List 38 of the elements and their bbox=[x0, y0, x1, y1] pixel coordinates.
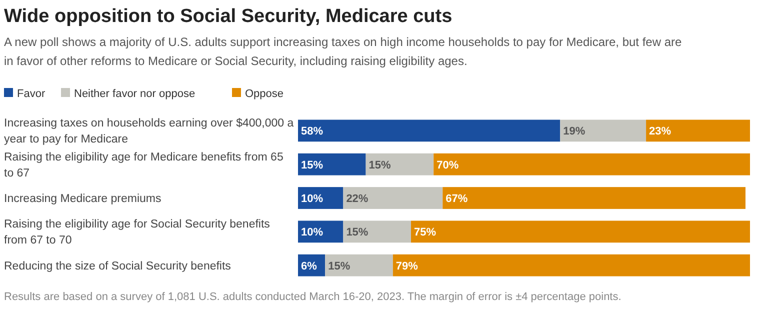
bar bbox=[411, 220, 750, 243]
data-label: 10% bbox=[301, 193, 324, 205]
legend-label: Neither favor nor oppose bbox=[74, 88, 196, 100]
data-label: 19% bbox=[563, 126, 586, 138]
bar bbox=[560, 120, 646, 142]
data-label: 15% bbox=[301, 159, 324, 172]
text: Results are based on a survey of 1,081 U.S. adults conducted March 16-20, 2023. The margin of error is ±4 percentage points. bbox=[4, 291, 622, 303]
y-tick-label: Increasing taxes on households earning over $400,000 a year to pay for Medicare bbox=[4, 118, 294, 146]
chart-title: Wide opposition to Social Security, Medicare cuts bbox=[4, 6, 452, 27]
bar bbox=[434, 153, 750, 176]
data-label: 15% bbox=[368, 159, 392, 172]
y-tick-label: Reducing the size of Social Security benefits bbox=[4, 260, 232, 272]
data-label: 75% bbox=[414, 226, 436, 239]
data-label: 6% bbox=[301, 260, 318, 272]
data-label: 15% bbox=[328, 260, 350, 272]
data-label: 70% bbox=[436, 159, 459, 172]
y-tick-label: Increasing Medicare premiums bbox=[4, 193, 162, 205]
data-label: 15% bbox=[346, 226, 368, 239]
legend-label: Oppose bbox=[245, 88, 284, 100]
data-label: 67% bbox=[446, 193, 468, 205]
data-label: 79% bbox=[396, 260, 418, 272]
chart-subtitle: A new poll shows a majority of U.S. adults support increasing taxes on high income households to pay for Medicare, but few are in favor of other reforms to Medicare or Social Security, including raising eligibility ages. bbox=[4, 35, 682, 68]
bar bbox=[392, 254, 750, 276]
data-label: 22% bbox=[346, 193, 368, 205]
y-tick-label: Raising the eligibility age for Social Security benefits from 67 to 70 bbox=[4, 218, 270, 247]
legend-label: Favor bbox=[17, 88, 46, 100]
bar bbox=[325, 254, 393, 276]
data-label: 23% bbox=[649, 126, 672, 138]
bar bbox=[343, 187, 443, 209]
bar bbox=[442, 187, 746, 209]
bar bbox=[646, 120, 750, 142]
y-tick-label: Raising the eligibility age for Medicare benefits from 65 to 67 bbox=[4, 151, 284, 180]
bar bbox=[298, 153, 366, 176]
bar bbox=[366, 153, 434, 176]
data-label: 58% bbox=[301, 126, 324, 138]
data-label: 10% bbox=[301, 226, 324, 239]
bar bbox=[343, 220, 411, 243]
bar bbox=[298, 120, 560, 142]
